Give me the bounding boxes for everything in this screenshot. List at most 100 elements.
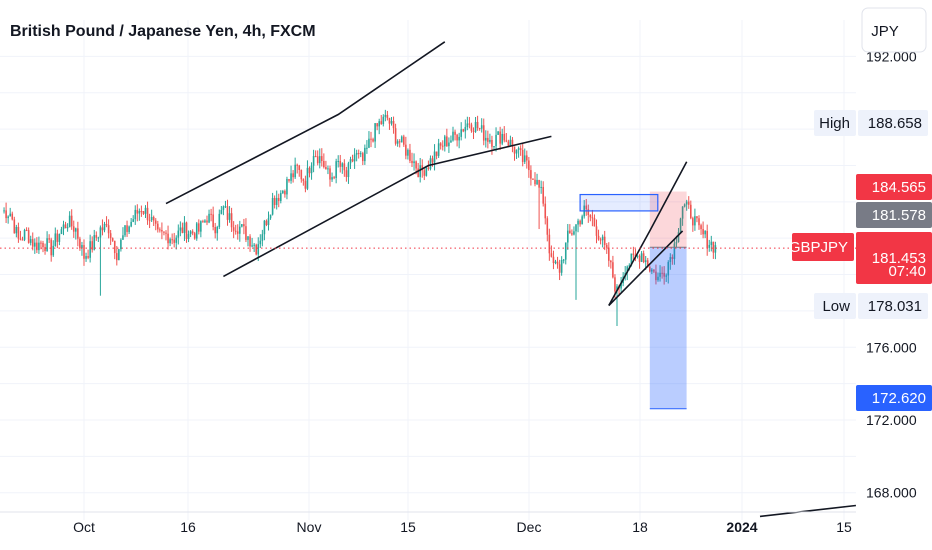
channel-lower-line[interactable] (223, 135, 552, 278)
candle (296, 163, 298, 174)
candle-body (675, 242, 678, 244)
candle-body (509, 139, 512, 146)
candle (255, 243, 257, 256)
candle (318, 148, 321, 169)
candle (292, 170, 294, 183)
candle-body (19, 238, 22, 240)
prev-close-label[interactable]: 181.578 (856, 202, 932, 228)
candle-body (499, 131, 501, 144)
candle (679, 217, 682, 234)
candle-body (173, 239, 175, 243)
price-axis[interactable]: 192.000188.000176.000172.000168.000High1… (789, 48, 932, 501)
candle-body (683, 204, 686, 207)
candle-body (337, 160, 339, 162)
candle-body (331, 177, 333, 180)
candle (21, 236, 24, 241)
candle (610, 259, 612, 269)
future-trend-line[interactable] (759, 504, 856, 518)
candle-body (169, 239, 171, 244)
candle-body (370, 138, 372, 140)
candle-body (667, 262, 670, 276)
candle-body (376, 123, 378, 127)
candle-body (517, 148, 520, 150)
candle (70, 209, 73, 230)
candle (386, 110, 389, 121)
candle-body (560, 259, 563, 273)
candle (245, 218, 247, 243)
low-label-bg (814, 293, 856, 319)
candle (597, 229, 600, 241)
candle (683, 203, 686, 208)
candle (290, 165, 292, 184)
candle-body (458, 136, 460, 141)
candle-body (335, 161, 337, 179)
candle-body (579, 220, 581, 225)
candle-body (222, 206, 225, 210)
candle-body (226, 206, 229, 220)
symbol-label-text: GBPJPY (789, 239, 848, 256)
candle-body (544, 203, 547, 219)
candle-body (68, 215, 71, 228)
candle-body (165, 232, 167, 234)
candle-body (478, 127, 481, 129)
candle (690, 200, 692, 220)
candle-body (23, 229, 26, 240)
candle (316, 150, 319, 166)
target-price-label[interactable]: 172.620 (856, 385, 932, 411)
candle-body (536, 179, 538, 185)
candle-body (132, 219, 134, 222)
candle-body (122, 235, 124, 240)
candle-body (380, 121, 383, 125)
time-axis[interactable]: Oct 16 Nov 15 Dec 18 2024 15 (0, 511, 856, 535)
price-tick-label: 176.000 (866, 339, 917, 355)
candle (91, 236, 93, 253)
candle (456, 133, 458, 147)
candle-body (294, 164, 296, 178)
candle (5, 202, 7, 223)
candle (179, 221, 182, 237)
candle (36, 237, 38, 254)
candle-body (140, 210, 143, 212)
candle (362, 151, 364, 166)
candle (93, 229, 96, 251)
candle (169, 237, 171, 247)
candle-body (62, 224, 65, 230)
candle-body (448, 142, 450, 147)
candle (517, 146, 520, 158)
candle-body (405, 144, 407, 156)
high-value-bg (858, 110, 928, 136)
candle-body (626, 266, 629, 273)
candle (482, 118, 485, 146)
candle (349, 156, 352, 170)
target-price-label-bg (856, 385, 932, 411)
candle (667, 260, 670, 284)
candle (208, 209, 210, 224)
candle-body (134, 209, 137, 220)
candle-body (243, 224, 245, 227)
candle-body (567, 230, 569, 243)
candle-body (93, 235, 96, 250)
candle (224, 200, 227, 209)
resistance-zone[interactable] (579, 193, 659, 212)
candle-body (646, 260, 649, 267)
symbol-label[interactable]: GBPJPY (789, 233, 854, 261)
currency-button[interactable]: JPY (861, 7, 927, 53)
candle-body (677, 232, 680, 243)
last-price-label[interactable]: 181.453 (856, 232, 932, 284)
wedge-lower-line[interactable] (608, 230, 684, 307)
candle-body (292, 173, 294, 178)
candle-body (265, 220, 268, 226)
plot-area[interactable] (0, 41, 856, 518)
candle-body (9, 213, 11, 217)
wedge-upper-line[interactable] (608, 161, 688, 306)
candle (685, 199, 688, 211)
stop-price-label[interactable]: 184.565 (856, 174, 932, 200)
candle-body (341, 163, 344, 167)
take-profit-zone[interactable] (649, 247, 687, 409)
candle-body (312, 156, 315, 166)
candle-body (542, 186, 544, 204)
candle-body (382, 116, 385, 125)
candle (120, 238, 122, 252)
channel-upper-line[interactable] (165, 41, 446, 205)
